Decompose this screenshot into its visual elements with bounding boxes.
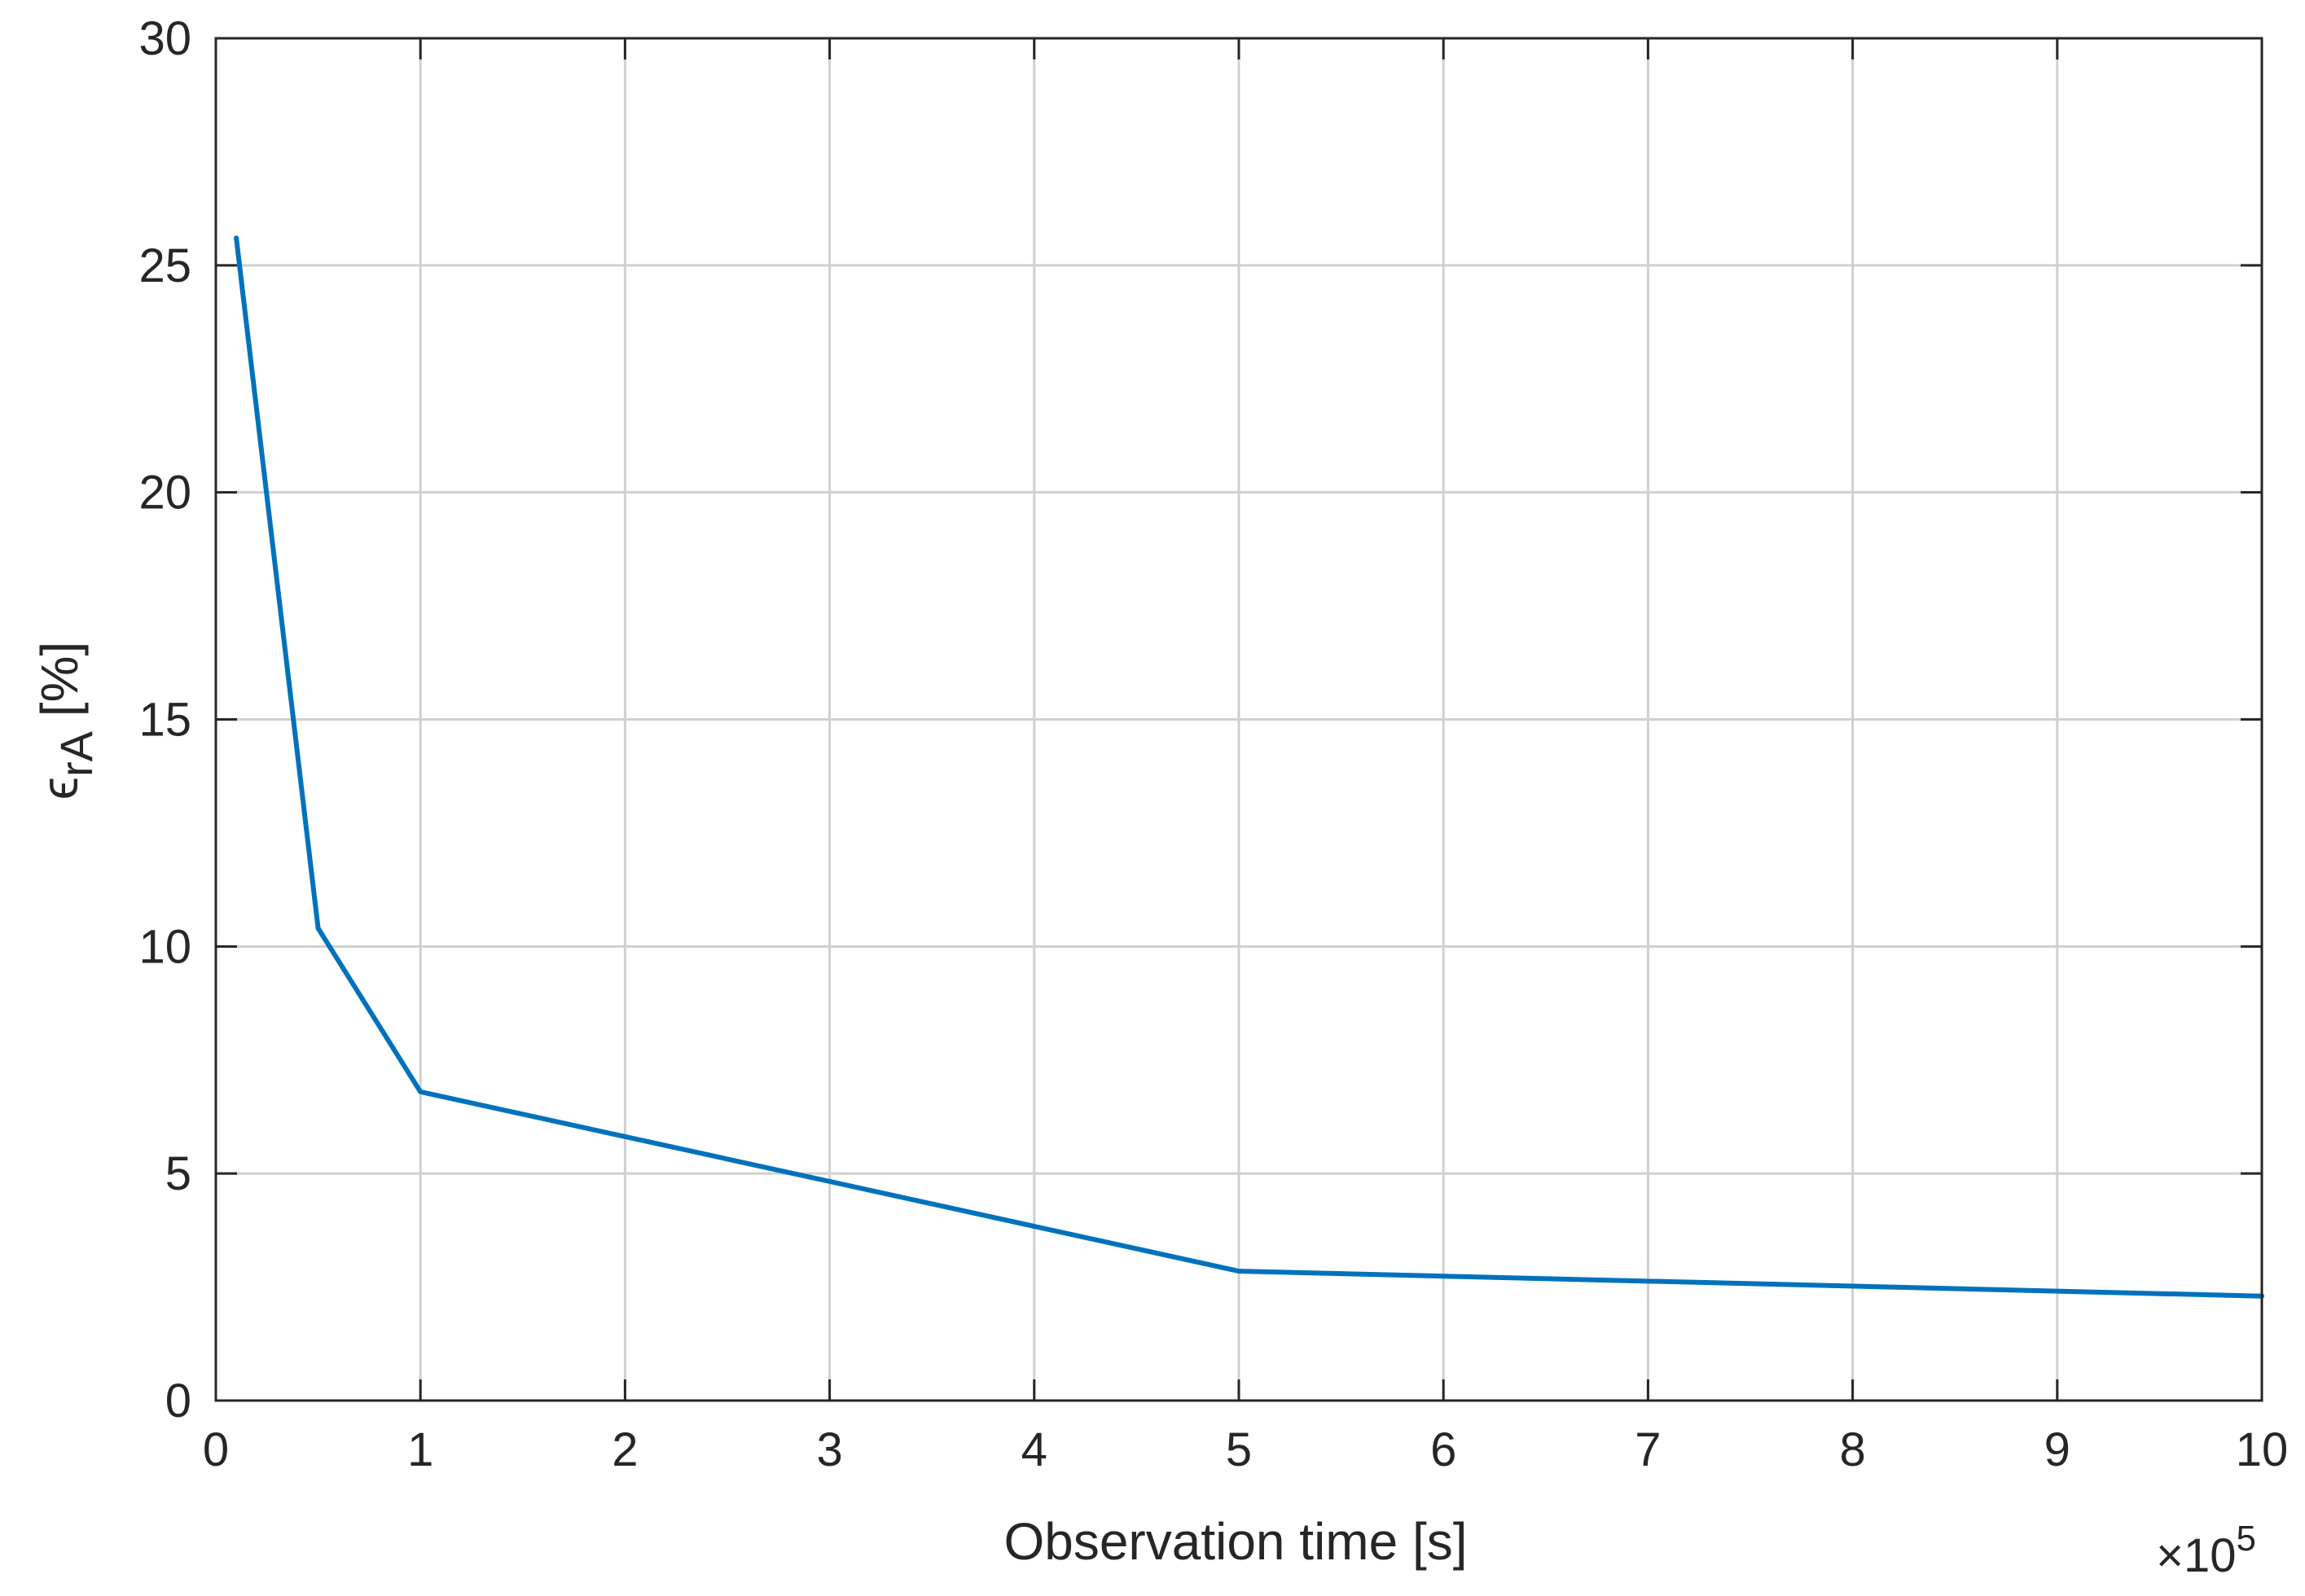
x-tick-label: 0 [203, 1423, 229, 1476]
y-tick-label: 15 [138, 694, 191, 747]
y-axis-label-subscript: rA [50, 730, 102, 777]
y-axis-label: ϵrA [%] [30, 642, 102, 800]
tick-layer [214, 37, 2263, 1402]
x-axis-label: Observation time [s] [1003, 1512, 1467, 1571]
x-tick-label: 7 [1635, 1423, 1661, 1476]
y-tick-label: 5 [165, 1147, 191, 1200]
y-tick-label: 25 [138, 239, 191, 292]
data-point [234, 235, 239, 241]
series-line [234, 235, 2264, 1299]
y-tick-label: 0 [165, 1375, 191, 1427]
x-tick-label: 8 [1839, 1423, 1865, 1476]
data-point [418, 1089, 424, 1094]
x-exponent-base: ×10 [2156, 1529, 2236, 1582]
grid-layer [214, 37, 2263, 1402]
data-point [1236, 1269, 1241, 1274]
x-tick-label: 9 [2044, 1423, 2070, 1476]
x-tick-label: 1 [407, 1423, 433, 1476]
data-point [315, 926, 321, 932]
x-tick-label: 5 [1226, 1423, 1252, 1476]
x-tick-label: 4 [1021, 1423, 1047, 1476]
y-tick-label: 30 [138, 12, 191, 65]
y-tick-label: 20 [138, 467, 191, 520]
x-exponent-power: 5 [2237, 1519, 2256, 1559]
x-axis-exponent: ×105 [2156, 1519, 2256, 1582]
label-layer: 0 1 2 3 4 5 6 7 8 9 10 0 5 10 15 20 25 30 [138, 12, 2288, 1476]
y-axis-label-base: ϵ [30, 777, 89, 800]
series-layer [234, 235, 2264, 1299]
x-tick-label: 2 [612, 1423, 638, 1476]
y-tick-label: 10 [138, 920, 191, 973]
x-tick-label: 10 [2236, 1423, 2289, 1476]
y-axis-label-suffix: [%] [30, 642, 89, 731]
x-tick-label: 3 [816, 1423, 842, 1476]
x-tick-label: 6 [1430, 1423, 1456, 1476]
